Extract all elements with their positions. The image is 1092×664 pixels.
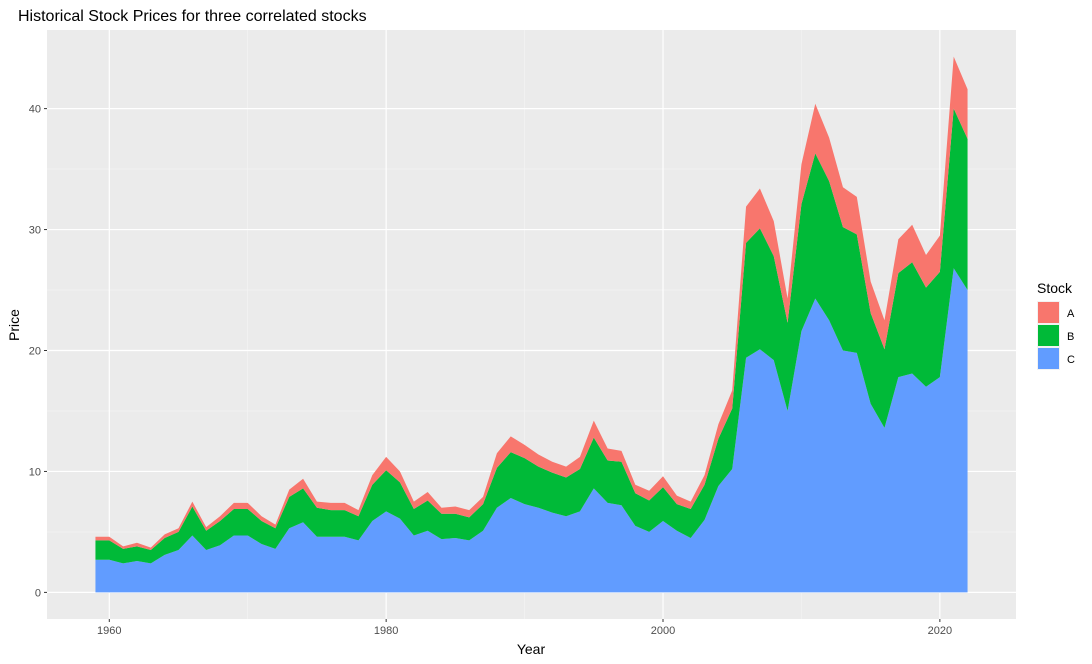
legend-swatch-C (1038, 348, 1059, 369)
y-tick-label: 40 (29, 104, 41, 116)
legend-label-C: C (1067, 354, 1075, 366)
legend: Stock ABC (1037, 280, 1075, 370)
x-tick-label: 1980 (374, 625, 398, 637)
y-tick-label: 20 (29, 346, 41, 358)
x-tick-label: 2020 (928, 625, 952, 637)
x-axis-title: Year (517, 641, 546, 657)
area-series-C (95, 268, 968, 593)
y-axis-ticks: 0 10 20 30 40 (29, 104, 47, 599)
area-series-B (95, 108, 968, 564)
legend-swatch-B (1038, 325, 1059, 346)
legend-label-B: B (1067, 331, 1074, 343)
legend-swatch-A (1038, 302, 1059, 323)
x-tick-label: 2000 (651, 625, 675, 637)
y-axis-title: Price (6, 309, 22, 341)
chart-title: Historical Stock Prices for three correl… (18, 8, 367, 25)
x-axis-ticks: 1960 1980 2000 2020 (97, 619, 952, 637)
legend-title: Stock (1037, 280, 1073, 296)
y-tick-label: 30 (29, 225, 41, 237)
area-series-A (95, 56, 968, 551)
plot-panel (47, 30, 1016, 619)
legend-label-A: A (1067, 308, 1075, 320)
y-tick-label: 10 (29, 466, 41, 478)
y-tick-label: 0 (35, 587, 41, 599)
x-tick-label: 1960 (97, 625, 121, 637)
